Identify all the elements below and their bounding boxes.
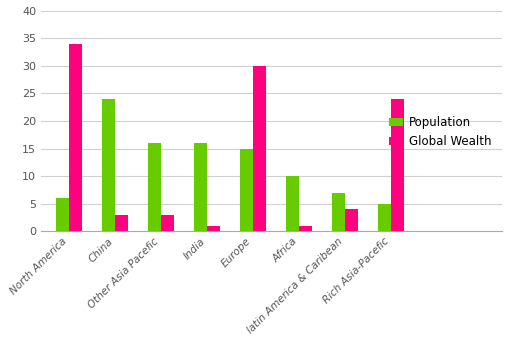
- Bar: [299, 226, 312, 231]
- Bar: [378, 204, 391, 231]
- Bar: [194, 143, 207, 231]
- Bar: [148, 143, 161, 231]
- Bar: [253, 66, 266, 231]
- Bar: [391, 99, 404, 231]
- Bar: [56, 198, 69, 231]
- Bar: [69, 44, 81, 231]
- Bar: [207, 226, 220, 231]
- Bar: [286, 176, 299, 231]
- Bar: [345, 209, 358, 231]
- Bar: [240, 149, 253, 231]
- Legend: Population, Global Wealth: Population, Global Wealth: [384, 111, 496, 153]
- Bar: [161, 215, 174, 231]
- Bar: [115, 215, 127, 231]
- Bar: [332, 193, 345, 231]
- Bar: [102, 99, 115, 231]
